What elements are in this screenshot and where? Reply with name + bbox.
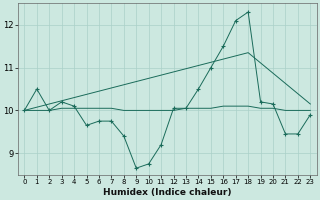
X-axis label: Humidex (Indice chaleur): Humidex (Indice chaleur) xyxy=(103,188,232,197)
